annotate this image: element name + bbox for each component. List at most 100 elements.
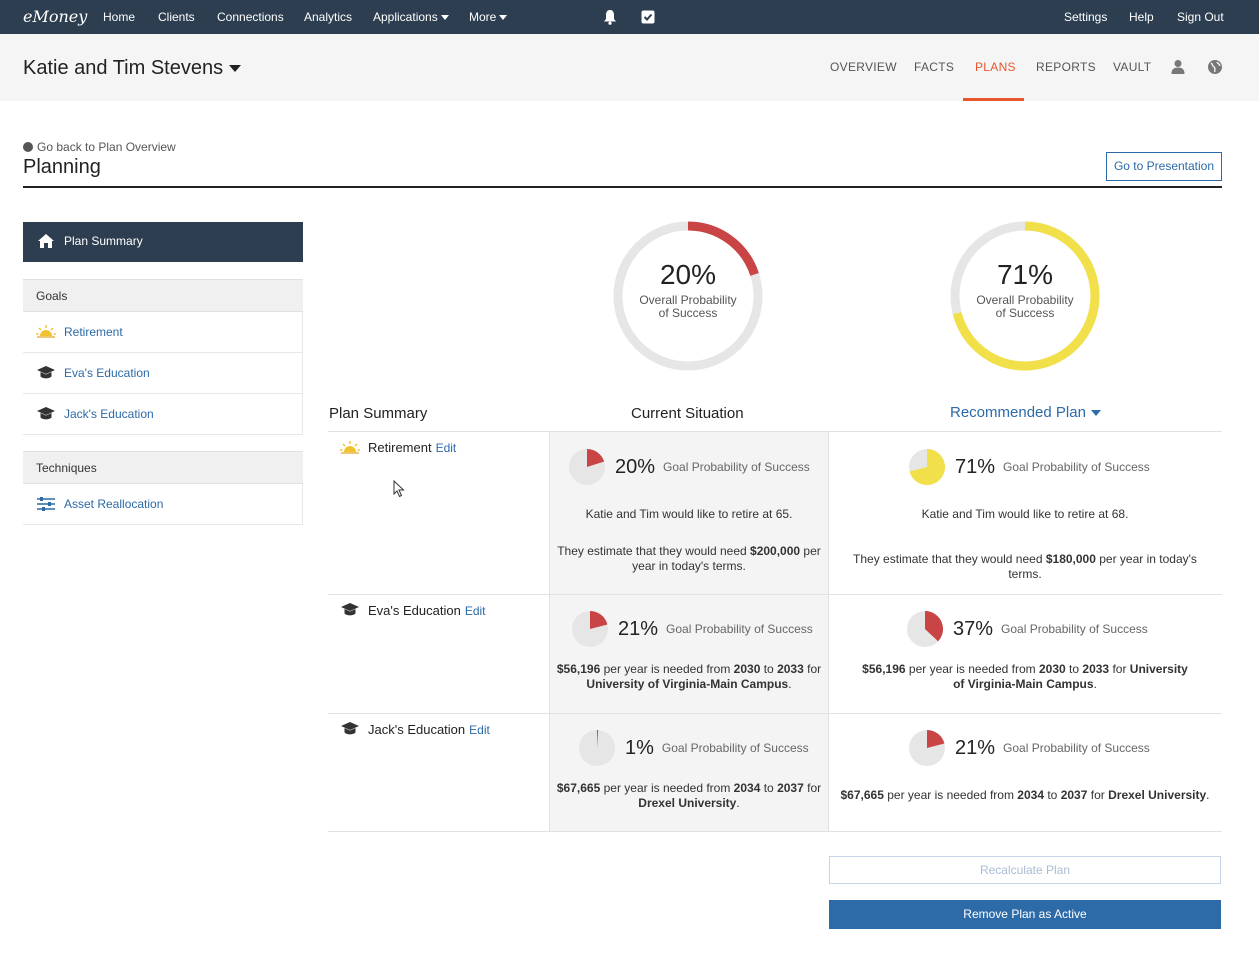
client-header: Katie and Tim Stevens OVERVIEW FACTS PLA… <box>0 34 1259 101</box>
row-divider <box>328 713 1222 714</box>
client-name-dropdown[interactable]: Katie and Tim Stevens <box>23 57 242 80</box>
current-retirement-prob: 20% Goal Probability of Success <box>569 449 810 485</box>
edit-retirement-link[interactable]: Edit <box>435 441 457 455</box>
current-retirement-need-text: They estimate that they would need $200,… <box>557 544 821 573</box>
globe-icon[interactable] <box>1207 59 1223 75</box>
graduation-cap-icon <box>37 366 55 379</box>
remove-plan-as-active-button[interactable]: Remove Plan as Active <box>829 900 1221 929</box>
recalculate-plan-button[interactable]: Recalculate Plan <box>829 856 1221 884</box>
row-label-text: Eva's Education <box>368 603 461 618</box>
current-overall-gauge: 20% Overall Probability of Success <box>613 221 763 371</box>
back-to-plan-overview-link[interactable]: Go back to Plan Overview <box>23 140 176 154</box>
user-icon[interactable] <box>1170 59 1186 75</box>
pie-slice <box>597 730 599 748</box>
check-square-icon[interactable] <box>641 10 655 24</box>
recommended-retirement-need-text: They estimate that they would need $180,… <box>853 552 1197 581</box>
nav-applications-label: Applications <box>373 10 438 24</box>
sidebar-item-label: Jack's Education <box>64 407 154 421</box>
sidebar-item-label: Eva's Education <box>64 366 150 380</box>
sidebar-item-jacks-education[interactable]: Jack's Education <box>23 394 303 435</box>
nav-analytics[interactable]: Analytics <box>304 10 353 24</box>
nav-applications[interactable]: Applications <box>373 10 449 24</box>
recommended-gauge-percent: 71% <box>996 259 1054 290</box>
sidebar-techniques-header: Techniques <box>23 451 303 484</box>
pie-slice <box>587 449 605 467</box>
row-label-evas-education: Eva's Education Edit <box>340 602 486 620</box>
nav-more-label: More <box>469 10 497 24</box>
current-gauge-arc <box>613 221 763 371</box>
sunset-icon <box>340 440 360 454</box>
goal-prob-label: Goal Probability of Success <box>1001 622 1148 636</box>
recommended-overall-gauge: 71% Overall Probability of Success <box>950 221 1100 371</box>
arrow-left-circle-icon <box>23 141 33 152</box>
tab-facts[interactable]: FACTS <box>914 60 955 74</box>
nav-clients[interactable]: Clients <box>158 10 195 24</box>
goal-percent: 37% <box>953 617 994 640</box>
chevron-down-icon <box>499 15 508 21</box>
nav-home[interactable]: Home <box>103 10 136 24</box>
home-icon <box>38 234 54 248</box>
pie-slice <box>909 449 945 485</box>
pie-chart-icon <box>569 449 605 485</box>
current-retirement-age-text: Katie and Tim would like to retire at 65… <box>585 507 793 521</box>
recommended-retirement-prob: 71% Goal Probability of Success <box>909 449 1150 485</box>
tab-vault[interactable]: VAULT <box>1113 60 1152 74</box>
client-name-label: Katie and Tim Stevens <box>23 57 224 79</box>
chevron-down-icon <box>229 65 242 73</box>
row-label-retirement: Retirement Edit <box>340 440 456 456</box>
page-title: Planning <box>23 156 101 178</box>
active-tab-indicator <box>963 98 1024 101</box>
recommended-evas-education-prob: 37% Goal Probability of Success <box>907 611 1148 647</box>
nav-connections[interactable]: Connections <box>217 10 284 24</box>
goal-prob-label: Goal Probability of Success <box>666 622 813 636</box>
sliders-icon <box>37 497 55 511</box>
emoney-logo[interactable]: eMoney <box>23 7 88 26</box>
graduation-cap-icon <box>341 602 359 615</box>
pie-slice <box>590 611 608 629</box>
pie-slice <box>927 730 945 748</box>
col-header-current: Current Situation <box>631 405 744 422</box>
tab-overview[interactable]: OVERVIEW <box>830 60 897 74</box>
pie-slice <box>925 611 943 642</box>
bell-icon[interactable] <box>603 9 617 25</box>
recommended-gauge-arc <box>950 221 1100 371</box>
goal-percent: 71% <box>955 455 996 478</box>
recommended-plan-dropdown[interactable]: Recommended Plan <box>950 404 1101 421</box>
nav-more[interactable]: More <box>469 10 508 24</box>
sidebar-item-retirement[interactable]: Retirement <box>23 312 303 353</box>
current-gauge-ring <box>613 221 763 371</box>
tab-reports[interactable]: REPORTS <box>1036 60 1096 74</box>
sidebar-item-asset-reallocation[interactable]: Asset Reallocation <box>23 484 303 525</box>
nav-settings[interactable]: Settings <box>1064 10 1108 24</box>
goal-prob-label: Goal Probability of Success <box>1003 460 1150 474</box>
pie-chart-icon <box>579 730 615 766</box>
nav-help[interactable]: Help <box>1129 10 1154 24</box>
col-header-plan-summary: Plan Summary <box>329 405 428 422</box>
goal-prob-label: Goal Probability of Success <box>1003 741 1150 755</box>
top-nav-bar: eMoney Home Clients Connections Analytic… <box>0 0 1259 34</box>
pie-chart-icon <box>907 611 943 647</box>
current-evas-education-text: $56,196 per year is needed from 2030 to … <box>556 662 822 691</box>
pie-chart-icon <box>572 611 608 647</box>
row-label-text: Jack's Education <box>368 722 466 737</box>
pie-chart-icon <box>909 449 945 485</box>
row-divider <box>328 594 1222 595</box>
sidebar-item-evas-education[interactable]: Eva's Education <box>23 353 303 394</box>
current-gauge-percent: 20% <box>659 259 717 290</box>
recommended-jacks-education-text: $67,665 per year is needed from 2034 to … <box>840 788 1210 802</box>
go-to-presentation-button[interactable]: Go to Presentation <box>1106 152 1222 181</box>
tab-plans[interactable]: PLANS <box>975 60 1016 74</box>
chevron-down-icon <box>1090 410 1101 417</box>
sidebar-item-label: Retirement <box>64 325 123 339</box>
nav-sign-out[interactable]: Sign Out <box>1177 10 1224 24</box>
edit-jacks-education-link[interactable]: Edit <box>469 723 490 737</box>
sidebar-plan-summary[interactable]: Plan Summary <box>23 222 303 262</box>
goal-percent: 1% <box>625 736 654 759</box>
edit-evas-education-link[interactable]: Edit <box>464 604 486 618</box>
chevron-down-icon <box>440 15 449 21</box>
graduation-cap-icon <box>341 721 359 734</box>
row-label-jacks-education: Jack's Education Edit <box>340 721 490 739</box>
row-label-text: Retirement <box>368 440 432 455</box>
current-gauge-subtitle: Overall Probability of Success <box>639 293 737 320</box>
row-divider <box>328 431 1222 432</box>
